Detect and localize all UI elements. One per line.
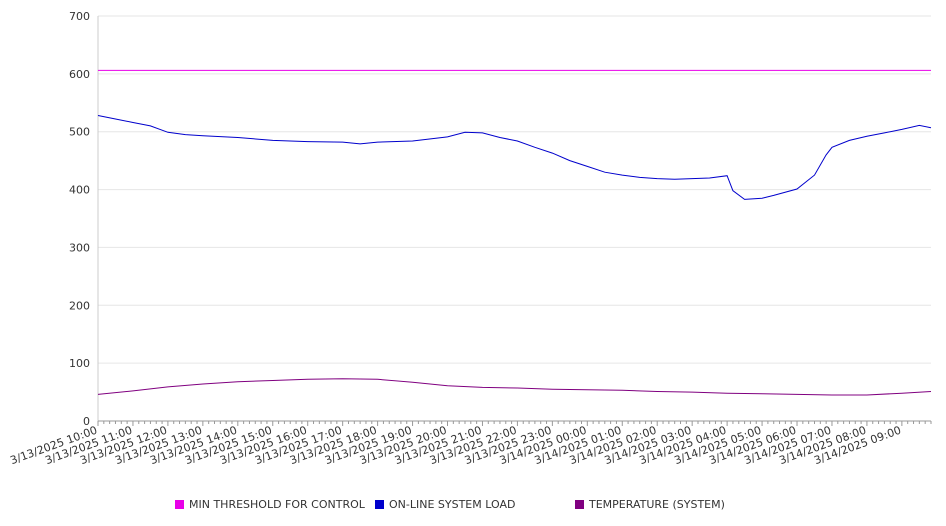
y-tick-label: 0 xyxy=(83,415,90,428)
y-tick-label: 400 xyxy=(69,184,90,197)
series-lines xyxy=(97,69,932,396)
y-axis-ticks: 0 100 200 300 400 500 600 700 xyxy=(69,10,90,428)
y-tick-label: 200 xyxy=(69,299,90,312)
legend-label-temperature: TEMPERATURE (SYSTEM) xyxy=(589,498,725,511)
x-axis-ticks: 3/13/2025 10:003/13/2025 11:003/13/2025 … xyxy=(8,421,932,467)
y-tick-label: 600 xyxy=(69,68,90,81)
y-tick-label: 500 xyxy=(69,126,90,139)
legend-item-temperature: TEMPERATURE (SYSTEM) xyxy=(575,498,725,511)
legend-swatch-system-load xyxy=(375,500,384,509)
series-line-2 xyxy=(97,378,932,396)
y-tick-label: 100 xyxy=(69,357,90,370)
legend-swatch-temperature xyxy=(575,500,584,509)
legend-swatch-min-threshold xyxy=(175,500,184,509)
legend-item-system-load: ON-LINE SYSTEM LOAD xyxy=(375,498,515,511)
gridlines xyxy=(98,15,931,364)
series-line-1 xyxy=(97,115,932,200)
legend-label-min-threshold: MIN THRESHOLD FOR CONTROL xyxy=(189,498,365,511)
legend-label-system-load: ON-LINE SYSTEM LOAD xyxy=(389,498,516,511)
legend-item-min-threshold: MIN THRESHOLD FOR CONTROL xyxy=(175,498,365,511)
legend: MIN THRESHOLD FOR CONTROL ON-LINE SYSTEM… xyxy=(0,498,946,514)
y-tick-label: 700 xyxy=(69,10,90,23)
y-tick-label: 300 xyxy=(69,241,90,254)
axes xyxy=(97,16,931,422)
